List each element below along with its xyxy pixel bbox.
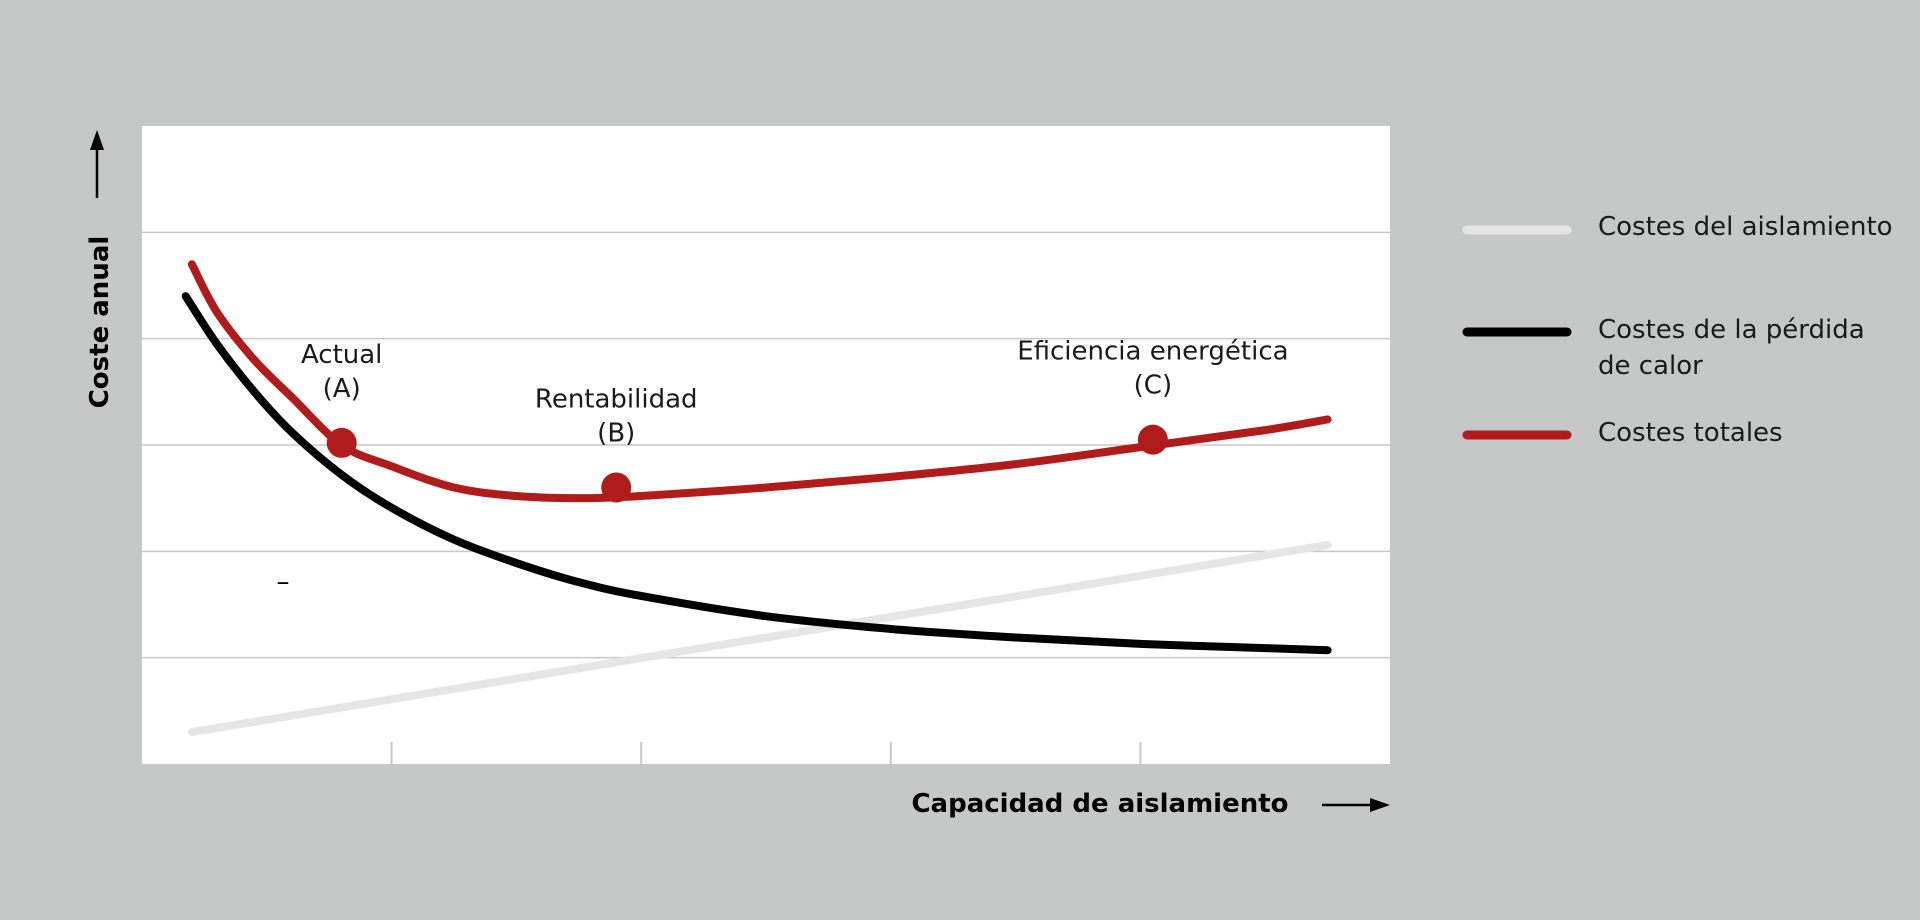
legend-label-line-1: Costes de la pérdida: [1598, 315, 1865, 345]
series-layer: [181, 260, 1332, 737]
series-insulation-costs: [187, 540, 1332, 737]
x-axis-title: Capacidad de aislamiento: [911, 789, 1390, 819]
legend-label: Costes del aislamiento: [1598, 212, 1893, 242]
x-axis-arrow-icon: [1322, 798, 1390, 812]
point-label: Eficiencia energética: [1017, 337, 1288, 367]
highlight-points: Actual (A) Rentabilidad (B) Eficiencia energ…: [301, 337, 1289, 503]
legend-item-total: Costes totales: [1462, 418, 1783, 448]
x-axis-label: Capacidad de aislamiento: [911, 789, 1288, 819]
point-id: (B): [597, 419, 635, 449]
point-id: (A): [323, 374, 361, 404]
point-label: Actual: [301, 340, 382, 370]
point-marker: [1137, 424, 1168, 455]
y-axis-label: Coste anual: [85, 236, 115, 409]
y-axis-arrow-icon: [90, 130, 104, 198]
legend-label: Costes de la pérdida de calor: [1598, 315, 1873, 381]
point-id: (C): [1134, 371, 1172, 401]
series-heat-loss-costs: [181, 292, 1332, 655]
point-marker: [326, 427, 357, 458]
legend-item-heat-loss: Costes de la pérdida de calor: [1462, 315, 1873, 381]
x-ticks: [390, 742, 1142, 764]
point-marker: [601, 472, 632, 503]
legend-label-line-2: de calor: [1598, 351, 1703, 381]
legend: Costes del aislamiento Costes de la pérd…: [1462, 212, 1893, 448]
annotation-dash: –: [277, 567, 290, 597]
series-total-costs: [187, 260, 1332, 503]
legend-label: Costes totales: [1598, 418, 1783, 448]
legend-item-insulation: Costes del aislamiento: [1462, 212, 1893, 242]
y-axis-title: Coste anual: [85, 130, 115, 408]
point-label: Rentabilidad: [535, 385, 698, 415]
